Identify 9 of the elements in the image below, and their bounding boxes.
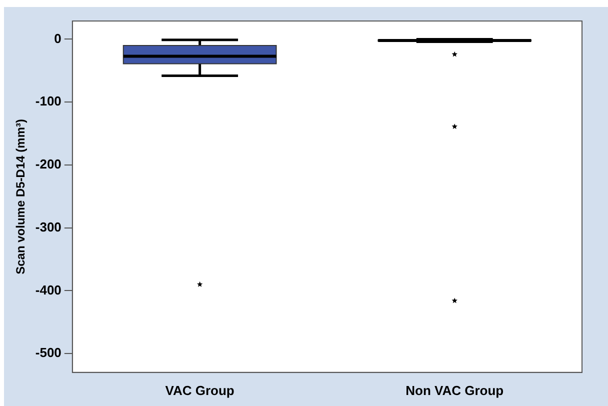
- y-tick-label: -100: [35, 94, 62, 109]
- x-tick-label: VAC Group: [165, 382, 234, 398]
- y-tick-label: -500: [35, 345, 62, 360]
- y-axis-title: Scan volume D5-D14 (mm³): [14, 119, 28, 274]
- x-tick-label: Non VAC Group: [406, 382, 504, 398]
- y-tick-label: -400: [35, 282, 62, 298]
- y-tick-label: -300: [35, 219, 62, 234]
- y-tick-label: -200: [35, 156, 62, 172]
- y-tick-label: 0: [54, 30, 62, 46]
